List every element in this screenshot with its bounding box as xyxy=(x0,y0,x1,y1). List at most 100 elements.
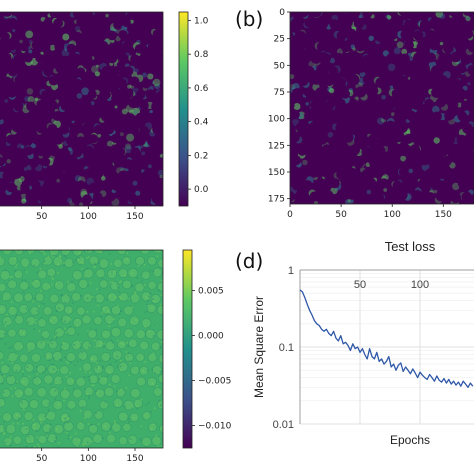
noise xyxy=(63,415,65,418)
field-texture xyxy=(328,87,335,94)
noise xyxy=(4,269,7,271)
particle xyxy=(46,267,57,278)
particle xyxy=(141,270,151,281)
noise xyxy=(145,296,148,298)
field-texture xyxy=(67,197,73,203)
field-texture xyxy=(387,63,396,72)
particle xyxy=(13,292,24,304)
noise xyxy=(120,388,123,391)
field-texture xyxy=(352,47,356,51)
particle xyxy=(72,269,83,281)
field-texture xyxy=(134,68,139,73)
particle xyxy=(349,54,360,65)
noise xyxy=(25,307,28,310)
particle xyxy=(456,134,467,146)
particle xyxy=(156,90,163,100)
field-texture xyxy=(293,103,301,110)
particle xyxy=(78,158,87,167)
particle xyxy=(150,341,161,352)
noise xyxy=(116,365,119,368)
field-texture xyxy=(327,131,334,138)
noise xyxy=(98,367,100,369)
field-texture xyxy=(56,178,61,183)
particle xyxy=(26,12,36,16)
particle xyxy=(451,168,461,178)
particle xyxy=(399,53,410,65)
particle xyxy=(386,166,397,177)
noise xyxy=(76,344,79,347)
noise xyxy=(1,374,4,376)
particle xyxy=(321,53,332,63)
noise xyxy=(101,367,104,369)
particle xyxy=(26,76,36,87)
noise xyxy=(88,397,90,400)
noise xyxy=(3,433,5,435)
particle xyxy=(298,51,308,62)
noise xyxy=(46,416,48,419)
particle xyxy=(72,31,83,42)
particle xyxy=(92,192,103,202)
noise xyxy=(147,304,150,307)
particle xyxy=(157,65,163,76)
particle xyxy=(117,78,127,88)
particle xyxy=(380,156,391,166)
noise xyxy=(76,340,79,343)
particle xyxy=(48,339,58,350)
noise xyxy=(81,406,84,408)
particle xyxy=(437,169,448,180)
particle xyxy=(47,191,57,202)
noise xyxy=(131,284,134,287)
particle xyxy=(130,125,140,135)
particle xyxy=(53,423,64,435)
particle xyxy=(468,42,474,53)
noise xyxy=(84,417,86,419)
x-tick-label: 100 xyxy=(411,279,429,291)
particle xyxy=(147,256,157,266)
particle xyxy=(311,74,322,85)
noise xyxy=(91,440,93,443)
particle xyxy=(6,134,16,144)
particle xyxy=(134,44,145,54)
particle xyxy=(375,145,386,157)
particle xyxy=(66,158,77,169)
heatmap-b xyxy=(290,12,474,204)
noise xyxy=(65,331,67,334)
particle xyxy=(310,100,321,111)
noise xyxy=(82,444,85,447)
noise xyxy=(36,310,38,312)
particle xyxy=(36,99,46,110)
particle xyxy=(457,111,468,122)
particle xyxy=(11,363,22,374)
noise xyxy=(84,388,87,391)
particle xyxy=(404,40,414,50)
particle xyxy=(76,180,86,189)
particle xyxy=(110,326,122,338)
particle xyxy=(3,195,12,205)
noise xyxy=(84,371,87,373)
particle xyxy=(41,157,51,167)
particle xyxy=(8,18,18,28)
noise xyxy=(96,366,98,369)
noise xyxy=(64,327,66,330)
noise xyxy=(70,361,72,364)
particle xyxy=(130,147,141,158)
field-texture xyxy=(132,180,138,186)
particle xyxy=(468,19,474,31)
noise xyxy=(127,418,130,420)
particle xyxy=(153,387,163,397)
noise xyxy=(87,250,89,252)
particle xyxy=(25,250,36,255)
particle xyxy=(393,17,404,28)
noise xyxy=(86,311,89,313)
noise xyxy=(113,318,115,321)
particle xyxy=(129,171,139,181)
particle xyxy=(71,195,81,205)
particle xyxy=(147,18,157,28)
particle xyxy=(37,318,47,328)
x-axis-label: Epochs xyxy=(390,433,430,447)
noise xyxy=(95,390,97,393)
particle xyxy=(432,111,442,122)
particle xyxy=(106,192,116,202)
particle xyxy=(431,87,442,98)
particle xyxy=(304,17,315,28)
